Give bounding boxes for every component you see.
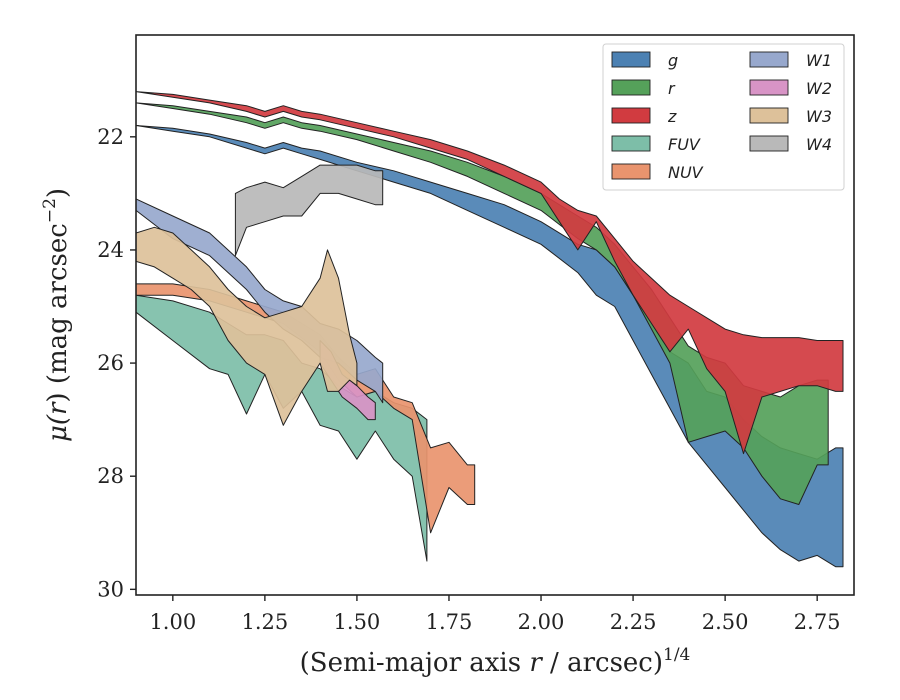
x-axis-label: (Semi-major axis r / arcsec)1/4 — [300, 645, 691, 678]
y-axis-label: μ(r) (mag arcsec−2) — [40, 188, 73, 442]
band-g — [136, 125, 844, 568]
legend-label-g: g — [668, 51, 678, 70]
y-tick-label: 26 — [97, 351, 124, 375]
y-tick-label: 24 — [97, 238, 124, 262]
legend-label-z: z — [667, 107, 677, 126]
legend-swatch-w4 — [749, 135, 789, 152]
legend-label-nuv: NUV — [668, 163, 704, 182]
legend-swatch-w2 — [749, 79, 789, 96]
legend-swatch-z — [611, 107, 651, 124]
x-tick-label: 1.50 — [334, 610, 381, 634]
series-bands — [136, 91, 844, 568]
y-axis-label-var: r — [43, 401, 73, 415]
x-tick-label: 2.50 — [702, 610, 749, 634]
y-axis-ticks: 22 24 26 28 30 — [97, 125, 136, 601]
legend-swatch-w3 — [749, 107, 789, 124]
legend-label-w4: W4 — [806, 135, 832, 154]
y-axis-label-post: ) (mag arcsec — [43, 223, 73, 402]
x-tick-label: 1.00 — [149, 610, 196, 634]
legend-swatch-nuv — [611, 163, 651, 180]
legend: grz FUV NUV W1 W2 W3 W4 — [602, 43, 845, 191]
legend-swatch-r — [611, 79, 651, 96]
legend-swatch-g — [611, 51, 651, 68]
x-axis-label-var: r — [529, 648, 543, 678]
x-tick-label: 2.00 — [518, 610, 565, 634]
band-r — [136, 102, 829, 505]
y-axis-label-close: ) — [43, 188, 73, 198]
x-axis-label-text: (Semi-major axis — [300, 648, 530, 678]
legend-label-w2: W2 — [806, 79, 832, 98]
x-axis-label-exp: 1/4 — [663, 645, 690, 665]
legend-label-w3: W3 — [806, 107, 832, 126]
legend-label-w1: W1 — [806, 51, 832, 70]
band-w3 — [136, 226, 358, 426]
legend-swatch-fuv — [611, 135, 651, 152]
legend-label-fuv: FUV — [668, 135, 701, 154]
y-tick-label: 30 — [97, 577, 124, 601]
y-tick-label: 28 — [97, 464, 124, 488]
x-axis-ticks: 1.00 1.25 1.50 1.75 2.00 2.25 2.50 2.75 — [149, 595, 841, 634]
plot-frame — [135, 34, 855, 596]
x-tick-label: 2.25 — [610, 610, 657, 634]
y-axis-label-exp: −2 — [40, 198, 60, 223]
x-axis-label-tail: / arcsec) — [542, 648, 663, 678]
legend-swatch-w1 — [749, 51, 789, 68]
y-axis-label-pre: μ( — [43, 414, 73, 442]
y-tick-label: 22 — [97, 125, 124, 149]
band-z — [136, 91, 844, 455]
x-tick-label: 2.75 — [794, 610, 841, 634]
legend-label-r: r — [668, 79, 676, 98]
band-w4 — [234, 164, 384, 257]
x-tick-label: 1.25 — [241, 610, 288, 634]
x-tick-label: 1.75 — [426, 610, 473, 634]
